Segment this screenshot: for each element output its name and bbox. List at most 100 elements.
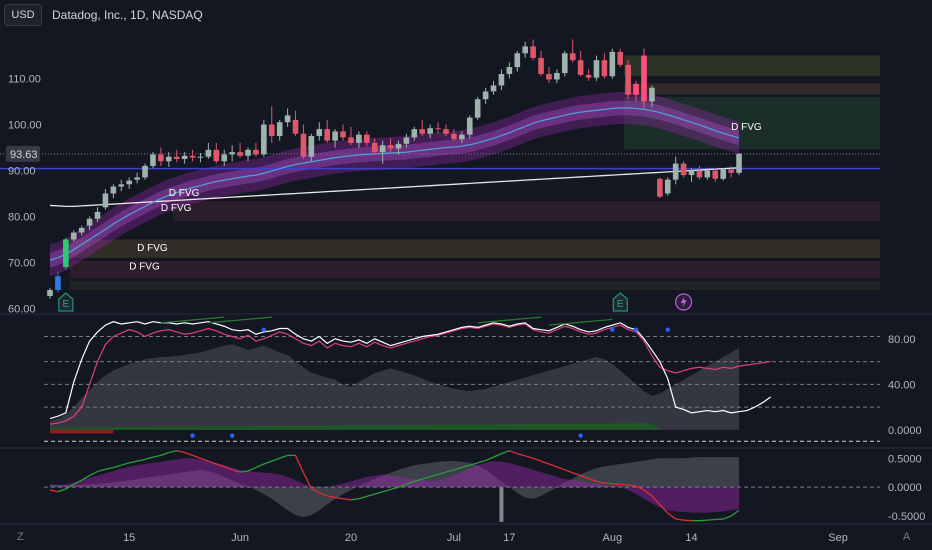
momentum-line-segment <box>683 519 692 522</box>
fvg-zone <box>172 200 881 222</box>
divergence-line <box>160 316 225 324</box>
candle-body <box>609 51 616 77</box>
momentum-line-segment <box>659 504 669 514</box>
momentum-tick-label: 0.0000 <box>888 482 922 494</box>
momentum-line-segment <box>208 460 217 465</box>
candle-body <box>704 170 711 178</box>
ema-line <box>49 107 740 261</box>
candle-body <box>672 163 679 180</box>
candle-body <box>189 155 196 158</box>
candle-body <box>538 57 544 74</box>
momentum-line-segment <box>358 495 367 500</box>
candle-body <box>379 145 386 153</box>
candle-body <box>150 154 156 166</box>
momentum-line-segment <box>635 485 645 491</box>
candle-body <box>237 152 243 156</box>
candle-body <box>466 117 473 135</box>
momentum-line-segment <box>81 475 90 481</box>
candle-body <box>205 149 212 157</box>
divergence-line <box>477 316 542 324</box>
candle-body <box>664 179 671 194</box>
candle-body <box>94 211 101 219</box>
momentum-line-segment <box>707 518 716 521</box>
momentum-line-segment <box>129 460 138 464</box>
candle-body <box>443 129 449 134</box>
candle-body <box>498 73 505 86</box>
momentum-line-segment <box>279 454 288 459</box>
momentum-line-segment <box>382 488 391 493</box>
candle-body <box>197 156 204 158</box>
fvg-zone <box>69 280 880 291</box>
candle-body <box>720 169 726 179</box>
candle-body <box>364 134 370 143</box>
momentum-line-segment <box>160 451 170 456</box>
currency-button[interactable]: USD <box>4 4 42 26</box>
momentum-line-segment <box>643 489 653 497</box>
osc-tick-label: 80.00 <box>888 334 916 346</box>
momentum-line-segment <box>715 518 724 521</box>
fvg-zone <box>69 260 880 279</box>
candle-body <box>490 85 497 92</box>
price-tick-label: 70.00 <box>8 257 36 269</box>
candle-body <box>419 129 426 134</box>
candle-body <box>633 84 639 95</box>
momentum-line-segment <box>366 493 375 498</box>
candle-body <box>474 99 481 118</box>
momentum-line-segment <box>121 462 130 466</box>
momentum-line-segment <box>604 482 613 485</box>
momentum-line-segment <box>263 460 272 465</box>
candle-body <box>316 129 323 137</box>
candle-body <box>522 46 528 54</box>
candle-body <box>387 145 394 149</box>
candle-body <box>585 74 592 78</box>
fvg-label: D FVG <box>129 261 160 272</box>
momentum-line-segment <box>216 463 225 468</box>
price-tick-label: 90.00 <box>8 166 36 178</box>
candle-body <box>435 128 441 130</box>
momentum-line-segment <box>49 489 59 493</box>
momentum-line-segment <box>327 495 336 499</box>
momentum-line-segment <box>311 487 320 494</box>
momentum-line-segment <box>525 455 534 459</box>
candle-body <box>625 64 631 95</box>
momentum-line-segment <box>572 472 581 477</box>
signal-dot <box>190 433 195 438</box>
candle-body <box>371 142 378 153</box>
momentum-line-segment <box>239 470 249 473</box>
candle-body <box>340 131 346 138</box>
candle-body <box>736 153 742 173</box>
ema-band <box>50 91 740 277</box>
auto-scale-button[interactable]: A <box>903 531 911 543</box>
price-tick-label: 60.00 <box>8 303 36 315</box>
fvg-zone <box>624 83 880 95</box>
momentum-line-segment <box>588 477 597 482</box>
candle-body <box>63 239 69 268</box>
candle-body <box>680 163 687 176</box>
candle-body <box>213 149 220 162</box>
candle-body <box>332 131 338 141</box>
candle-body <box>245 149 251 156</box>
momentum-line-segment <box>620 483 629 486</box>
candle-body <box>530 46 536 58</box>
momentum-line-segment <box>540 460 550 465</box>
candle-body <box>276 122 283 137</box>
earnings-label: E <box>617 299 624 310</box>
momentum-line-segment <box>596 480 605 484</box>
osc-background-area <box>50 344 740 430</box>
timezone-button[interactable]: Z <box>17 531 24 543</box>
candle-body <box>688 170 695 176</box>
momentum-line-segment <box>192 454 201 459</box>
momentum-line-segment <box>144 456 154 461</box>
fvg-label: D FVG <box>161 203 192 214</box>
candle-body <box>261 124 267 155</box>
last-price-box <box>6 145 40 162</box>
candle-body <box>118 184 125 187</box>
time-axis: 15 Jun 20 Jul 17 Aug 14 Sep <box>123 532 848 544</box>
momentum-line-segment <box>65 483 75 490</box>
momentum-line-segment <box>184 451 193 456</box>
candle-body <box>78 227 85 233</box>
momentum-line-segment <box>612 483 621 485</box>
signal-dot <box>610 327 615 332</box>
candle-body <box>411 129 418 138</box>
